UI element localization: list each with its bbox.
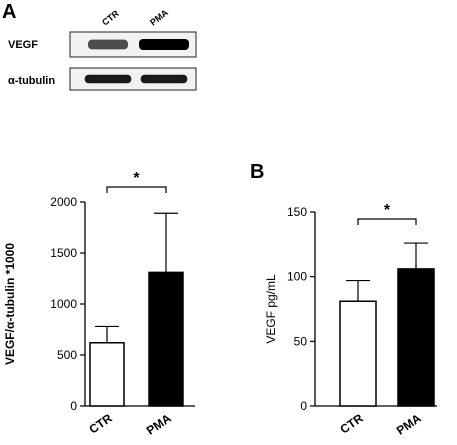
x-tick-label: PMA	[144, 411, 174, 438]
blot-row-label-tubulin: α-tubulin	[8, 75, 55, 87]
x-tick-label: CTR	[337, 411, 366, 437]
blot-band	[139, 39, 189, 50]
x-tick-label: CTR	[86, 411, 115, 437]
bar	[339, 300, 377, 407]
bar	[148, 271, 184, 407]
western-blot: CTR PMA VEGF α-tubulin	[8, 7, 197, 91]
blot-bands	[84, 39, 189, 84]
blot-band	[140, 74, 188, 84]
blot-lane-label-ctr: CTR	[100, 8, 121, 28]
significance-star: *	[133, 170, 140, 187]
bar	[89, 342, 125, 407]
y-axis-label: VEGF/α-tubulin *1000	[3, 243, 17, 365]
panel-b-label: B	[250, 161, 264, 183]
y-tick-label: 2000	[50, 195, 77, 209]
blot-row-label-vegf: VEGF	[8, 39, 38, 51]
chart-left: 0 500 1000 1500 2000 CTR PMA * VEGF/α-tubulin *1…	[3, 170, 195, 438]
y-tick-label: 500	[57, 348, 77, 362]
x-tick-label: PMA	[394, 411, 424, 438]
y-tick-label: 0	[300, 399, 307, 413]
y-tick-label: 0	[70, 399, 77, 413]
y-tick-label: 50	[294, 334, 308, 348]
y-tick-label: 1000	[50, 297, 77, 311]
bar	[397, 268, 435, 407]
blot-band	[84, 74, 132, 84]
chart-right: 0 50 100 150 CTR PMA * VEGF pg/mL	[264, 202, 437, 438]
significance-bracket	[357, 218, 417, 225]
significance-bracket	[106, 186, 167, 193]
y-axis-label: VEGF pg/mL	[264, 274, 278, 344]
blot-lane-label-pma: PMA	[148, 7, 170, 28]
blot-strip-tubulin	[69, 67, 197, 91]
y-tick-label: 150	[287, 205, 307, 219]
significance-star: *	[384, 202, 391, 219]
y-tick-label: 1500	[50, 246, 77, 260]
y-tick-label: 100	[287, 270, 307, 284]
blot-band	[87, 39, 129, 50]
panel-a-label: A	[2, 1, 16, 23]
